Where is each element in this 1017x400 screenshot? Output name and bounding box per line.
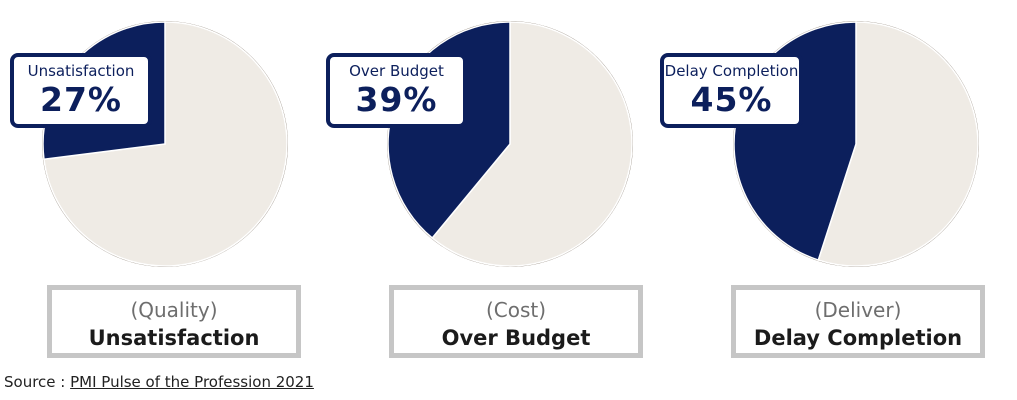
callout-unsatisfaction: Unsatisfaction 27% <box>10 53 152 128</box>
callout-label: Unsatisfaction <box>27 62 135 80</box>
callout-label: Delay Completion <box>664 62 799 80</box>
source-prefix: Source : <box>4 373 71 391</box>
pie-slice-rest-deliver <box>817 21 979 267</box>
caption-label: Over Budget <box>441 326 591 350</box>
caption-quality: (Quality) Unsatisfaction <box>47 285 301 358</box>
callout-value: 27% <box>40 80 122 119</box>
caption-cost: (Cost) Over Budget <box>389 285 643 358</box>
callout-label: Over Budget <box>349 62 444 80</box>
caption-deliver: (Deliver) Delay Completion <box>731 285 985 358</box>
caption-category: (Cost) <box>485 298 547 322</box>
source-link[interactable]: PMI Pulse of the Profession 2021 <box>70 373 314 391</box>
caption-label: Delay Completion <box>753 326 963 350</box>
callout-value: 39% <box>355 80 438 119</box>
callout-value: 45% <box>690 80 773 119</box>
source-note: Source : PMI Pulse of the Profession 202… <box>4 373 314 391</box>
pie-slice-rest-cost <box>431 21 633 267</box>
caption-label: Unsatisfaction <box>88 326 260 350</box>
callout-delay-completion: Delay Completion 45% <box>660 53 803 128</box>
caption-category: (Deliver) <box>814 298 902 322</box>
callout-over-budget: Over Budget 39% <box>326 53 467 128</box>
caption-category: (Quality) <box>130 298 218 322</box>
